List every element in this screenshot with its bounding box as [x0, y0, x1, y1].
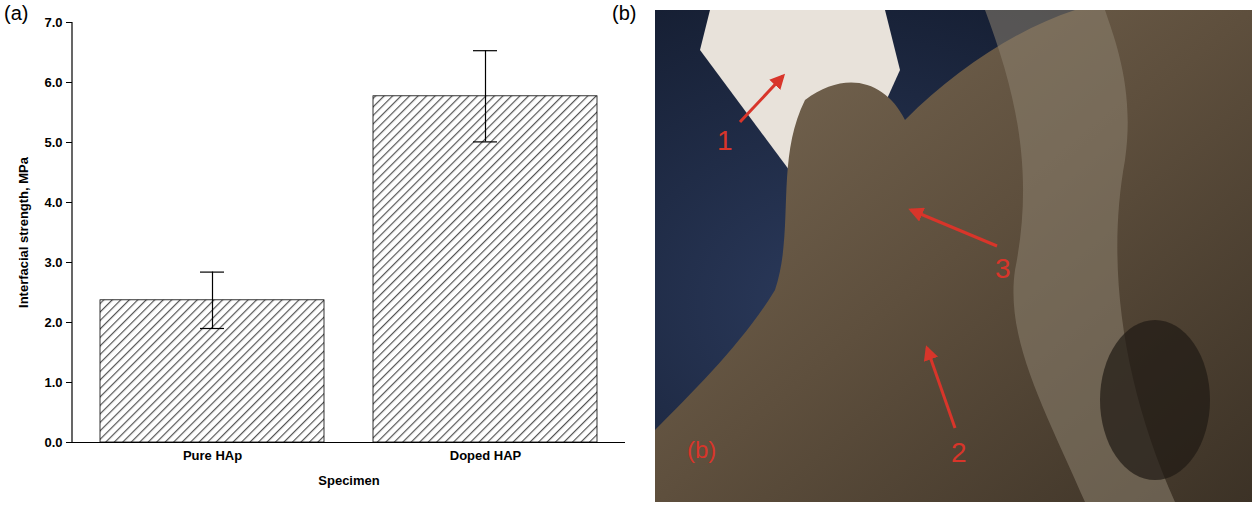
- svg-text:Specimen: Specimen: [318, 473, 379, 488]
- svg-text:Pure HAp: Pure HAp: [183, 448, 242, 463]
- svg-text:(b): (b): [687, 436, 716, 463]
- svg-text:4.0: 4.0: [44, 195, 62, 210]
- svg-text:3.0: 3.0: [44, 255, 62, 270]
- svg-text:1: 1: [717, 125, 733, 156]
- svg-text:7.0: 7.0: [44, 15, 62, 30]
- svg-text:3: 3: [995, 253, 1011, 284]
- svg-text:0.0: 0.0: [44, 435, 62, 450]
- svg-text:Doped HAP: Doped HAP: [450, 448, 522, 463]
- svg-text:6.0: 6.0: [44, 75, 62, 90]
- html-text:(a): (a): [4, 2, 29, 24]
- svg-text:2: 2: [951, 437, 967, 468]
- svg-text:Interfacial strength, MPa: Interfacial strength, MPa: [16, 156, 31, 308]
- svg-text:5.0: 5.0: [44, 135, 62, 150]
- svg-text:2.0: 2.0: [44, 315, 62, 330]
- svg-text:1.0: 1.0: [44, 375, 62, 390]
- html-text:(b): (b): [612, 2, 637, 24]
